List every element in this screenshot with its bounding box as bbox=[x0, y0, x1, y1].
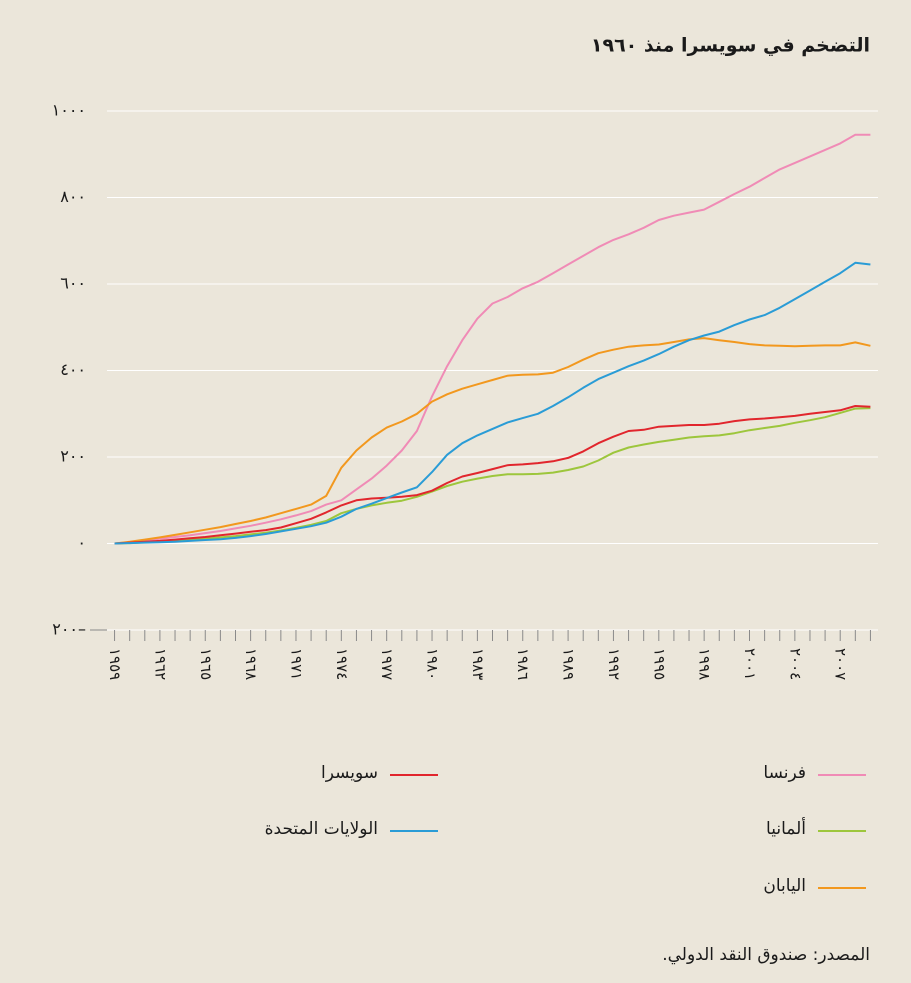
x-tick-label: ١٩٨٦ bbox=[514, 648, 532, 680]
y-tick-label: ٢٠٠ bbox=[60, 447, 86, 466]
series-line bbox=[114, 261, 871, 545]
x-tick-label: ١٩٦٢ bbox=[151, 648, 169, 680]
x-tick-label: ١٩٦٨ bbox=[242, 648, 260, 680]
x-tick-label: ١٩٨٠ bbox=[424, 648, 442, 680]
x-tick-label: ١٩٥٩ bbox=[106, 648, 124, 680]
y-tick-label: ٤٠٠ bbox=[60, 360, 86, 379]
x-tick-label: ١٩٦٥ bbox=[197, 648, 215, 680]
legend-label: ألمانيا bbox=[766, 817, 806, 839]
x-tick-label: ١٩٧٤ bbox=[333, 648, 351, 680]
series-line bbox=[114, 407, 871, 545]
x-tick-label: ٢٠٠٧ bbox=[832, 648, 850, 680]
y-tick-label: ٦٠٠ bbox=[60, 274, 86, 293]
series-line bbox=[114, 133, 871, 545]
x-tick-label: ١٩٩٢ bbox=[605, 648, 623, 680]
x-tick-label: ١٩٩٨ bbox=[696, 648, 714, 680]
x-tick-label: ١٩٧٧ bbox=[378, 648, 396, 680]
legend-label: سويسرا bbox=[321, 763, 378, 783]
y-tick-label: ٨٠٠ bbox=[60, 187, 86, 206]
x-tick-label: ١٩٨٩ bbox=[560, 648, 578, 680]
legend-label: اليابان bbox=[763, 876, 806, 896]
legend-label: فرنسا bbox=[763, 763, 806, 783]
series-line bbox=[114, 405, 871, 545]
x-tick-label: ٢٠٠٤ bbox=[786, 648, 804, 680]
y-tick-label: ٢٠٠– bbox=[52, 620, 86, 639]
x-tick-label: ١٩٧١ bbox=[287, 648, 305, 680]
source-note: المصدر: صندوق النقد الدولي. bbox=[662, 945, 870, 965]
x-tick-label: ٢٠٠١ bbox=[741, 648, 759, 680]
y-tick-label: ١٠٠٠ bbox=[52, 101, 86, 120]
legend-label: الولايات المتحدة bbox=[265, 819, 378, 839]
chart-title: التضخم في سويسرا منذ ١٩٦٠ bbox=[591, 35, 870, 57]
x-tick-label: ١٩٨٣ bbox=[469, 648, 487, 680]
x-tick-label: ١٩٩٥ bbox=[650, 648, 668, 680]
y-tick-label: ٠ bbox=[77, 533, 86, 552]
series-line bbox=[114, 337, 871, 545]
